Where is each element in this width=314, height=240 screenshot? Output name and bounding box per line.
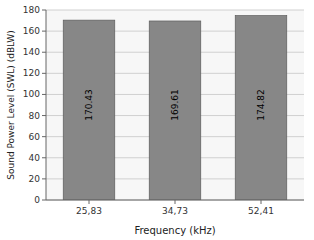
plot-background bbox=[46, 10, 304, 200]
y-tick-label: 160 bbox=[23, 26, 40, 36]
y-axis-label: Sound Power Level (SWL) (dBLW) bbox=[6, 30, 16, 179]
y-tick bbox=[42, 200, 46, 201]
y-tick bbox=[42, 73, 46, 74]
y-tick-label: 60 bbox=[29, 132, 41, 142]
x-tick-label: 52,41 bbox=[248, 206, 274, 216]
y-tick-label: 20 bbox=[29, 174, 41, 184]
y-tick bbox=[42, 157, 46, 158]
y-tick-label: 0 bbox=[34, 195, 40, 205]
data-label: 170.43 bbox=[84, 89, 94, 121]
y-tick-label: 100 bbox=[23, 89, 40, 99]
data-label: 174.82 bbox=[256, 89, 266, 121]
y-tick bbox=[42, 136, 46, 137]
y-tick-label: 40 bbox=[29, 153, 41, 163]
x-tick-label: 25,83 bbox=[76, 206, 102, 216]
x-tick bbox=[175, 200, 176, 204]
y-tick-label: 120 bbox=[23, 68, 40, 78]
x-tick-label: 34,73 bbox=[162, 206, 188, 216]
chart-container: 0 20 40 60 80 100 120 140 160 180 170.43 169.61 174.… bbox=[0, 0, 314, 240]
y-tick-label: 80 bbox=[29, 111, 41, 121]
bars bbox=[63, 15, 287, 200]
bar bbox=[235, 15, 287, 200]
y-tick bbox=[42, 52, 46, 53]
y-axis bbox=[46, 10, 47, 200]
y-tick-label: 180 bbox=[23, 5, 40, 15]
chart: 0 20 40 60 80 100 120 140 160 180 170.43 169.61 174.… bbox=[0, 0, 314, 240]
y-tick bbox=[42, 31, 46, 32]
y-tick bbox=[42, 10, 46, 11]
y-tick bbox=[42, 178, 46, 179]
y-tick bbox=[42, 115, 46, 116]
y-tick bbox=[42, 94, 46, 95]
x-axis-label: Frequency (kHz) bbox=[134, 225, 215, 236]
data-label: 169.61 bbox=[170, 89, 180, 121]
bar bbox=[149, 21, 201, 200]
grid-line bbox=[46, 10, 304, 11]
y-tick-label: 140 bbox=[23, 47, 40, 57]
x-tick bbox=[261, 200, 262, 204]
bar bbox=[63, 20, 115, 200]
x-tick bbox=[89, 200, 90, 204]
